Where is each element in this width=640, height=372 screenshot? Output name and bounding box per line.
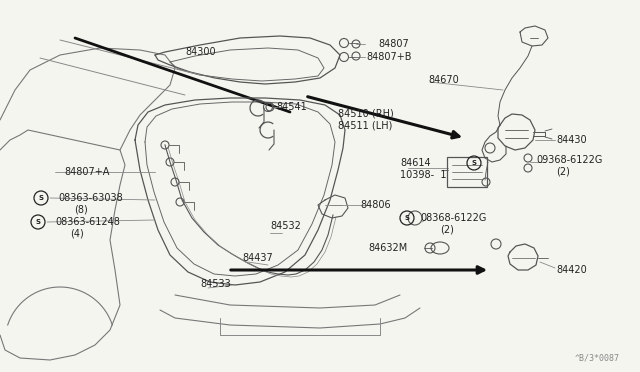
Text: 08363-61248: 08363-61248 [55,217,120,227]
Text: (2): (2) [556,167,570,177]
Text: 84670: 84670 [428,75,459,85]
Text: S: S [404,215,410,221]
Text: S: S [472,160,477,166]
Text: 84511 (LH): 84511 (LH) [338,120,392,130]
Text: S: S [38,195,44,201]
Text: (2): (2) [440,225,454,235]
Text: 84807: 84807 [378,39,409,49]
Text: 84632M: 84632M [368,243,407,253]
Text: 84437: 84437 [242,253,273,263]
Text: 84807+A: 84807+A [64,167,109,177]
Text: 09368-6122G: 09368-6122G [536,155,602,165]
Text: 08363-63038: 08363-63038 [58,193,123,203]
Text: 84533: 84533 [200,279,231,289]
Text: 84430: 84430 [556,135,587,145]
Text: (8): (8) [74,205,88,215]
Text: 10398-  1: 10398- 1 [400,170,447,180]
Text: 84541: 84541 [276,102,307,112]
Text: 08368-6122G: 08368-6122G [420,213,486,223]
Text: S: S [35,219,40,225]
Text: ^B/3*0087: ^B/3*0087 [575,353,620,362]
Text: 84614: 84614 [400,158,431,168]
Text: 84510 (RH): 84510 (RH) [338,109,394,119]
Text: 84420: 84420 [556,265,587,275]
Text: 84806: 84806 [360,200,390,210]
Text: 84807+B: 84807+B [366,52,412,62]
Text: (4): (4) [70,229,84,239]
Text: 84532: 84532 [270,221,301,231]
Text: 84300: 84300 [185,47,216,57]
